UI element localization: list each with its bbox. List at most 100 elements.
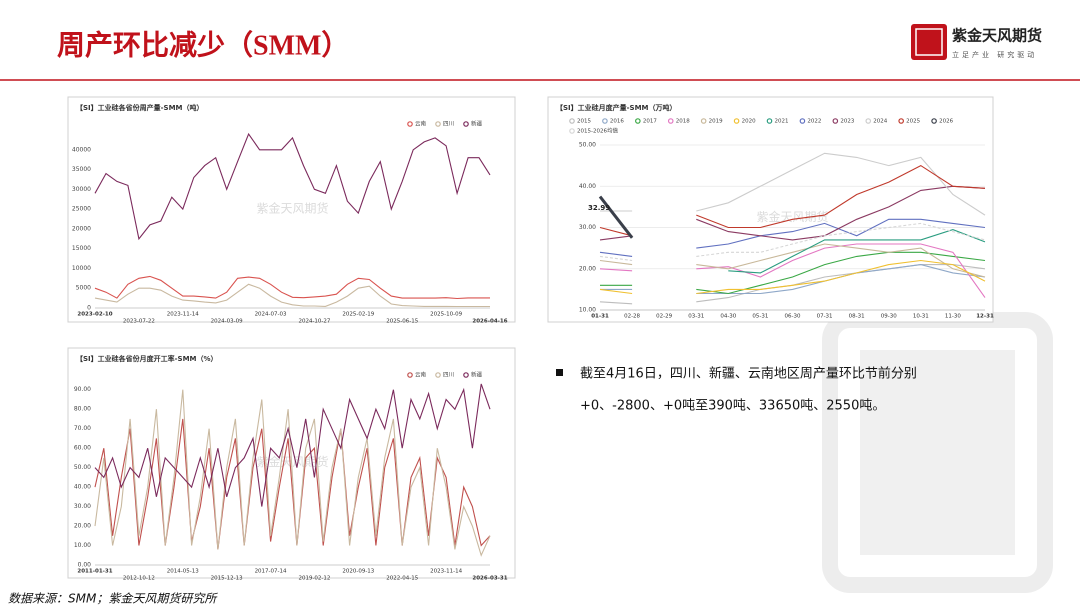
y-tick-label: 20000 — [72, 225, 91, 232]
x-tick-label: 2023-02-10 — [77, 312, 112, 318]
y-tick-label: 40000 — [72, 146, 91, 153]
series-line — [599, 222, 986, 262]
logo-subtitle: 立足产业 研究驱动 — [952, 50, 1037, 59]
legend-swatch — [898, 118, 904, 124]
series-line — [599, 185, 986, 241]
x-tick-label: 2024-10-27 — [298, 319, 330, 325]
legend-swatch — [700, 118, 707, 124]
legend-swatch — [667, 118, 674, 124]
legend-label: 2024 — [873, 119, 887, 125]
legend-label: 新疆 — [471, 371, 483, 379]
y-tick-label: 40.00 — [579, 183, 596, 190]
seal-body — [860, 350, 1015, 555]
y-tick-label: 70.00 — [74, 425, 91, 432]
x-tick-label: 2025-06-15 — [386, 319, 418, 325]
chart-title: 【SI】工业硅月度产量-SMM（万吨） — [556, 103, 677, 112]
seal-decoration — [822, 312, 1053, 593]
x-tick-label: 2020-09-13 — [342, 569, 374, 575]
x-tick-label: 2023-07-22 — [123, 319, 155, 325]
bullet-text: 截至4月16日，四川、新疆、云南地区周产量环比节前分别 — [580, 366, 917, 382]
x-tick-label: 2014-05-13 — [167, 569, 199, 575]
series-line — [599, 218, 986, 257]
legend-label: 2026 — [939, 119, 953, 125]
legend-swatch — [463, 372, 469, 378]
series-line — [94, 383, 491, 507]
legend-label: 2023 — [840, 119, 854, 125]
logo-mark — [911, 24, 947, 60]
logo-inner — [915, 28, 943, 56]
series-line — [94, 283, 490, 308]
x-tick-label: 2026-03-31 — [472, 576, 507, 582]
legend-swatch — [407, 121, 413, 127]
x-tick-label: 01-31 — [591, 314, 609, 320]
legend-label: 2015-2026均值 — [577, 127, 618, 135]
x-tick-label: 06-30 — [785, 314, 801, 320]
legend-swatch — [799, 118, 806, 124]
legend-swatch — [832, 118, 839, 124]
legend-label: 2019 — [709, 119, 723, 125]
watermark: 紫金天风期货 — [256, 201, 328, 216]
legend-label: 2021 — [775, 119, 789, 125]
slide-title: 周产环比减少（SMM） — [57, 28, 349, 61]
x-tick-label: 12-31 — [976, 314, 994, 320]
legend-swatch — [463, 121, 469, 127]
legend-label: 四川 — [443, 372, 454, 379]
x-tick-label: 10-31 — [913, 314, 929, 320]
y-tick-label: 15000 — [72, 245, 91, 252]
series-line — [599, 164, 986, 237]
legend-swatch — [865, 118, 872, 124]
chart-frame — [67, 96, 516, 323]
x-tick-label: 07-31 — [817, 314, 833, 320]
legend-label: 2015 — [577, 119, 591, 125]
bullet — [556, 369, 563, 376]
legend-label: 云南 — [415, 120, 427, 128]
x-tick-label: 04-30 — [720, 314, 736, 320]
footer-source: 数据来源：SMM；紫金天风期货研究所 — [8, 592, 218, 606]
legend-swatch — [569, 128, 575, 134]
legend-label: 2022 — [807, 119, 821, 125]
y-tick-label: 10.00 — [74, 542, 91, 549]
legend-swatch — [569, 118, 575, 124]
legend-swatch — [931, 118, 937, 124]
legend-label: 2018 — [676, 119, 690, 125]
legend-label: 2016 — [610, 119, 624, 125]
x-tick-label: 2015-12-13 — [211, 576, 243, 582]
legend-swatch — [635, 118, 641, 124]
x-tick-label: 2025-02-19 — [342, 312, 374, 318]
legend-swatch — [435, 372, 441, 378]
legend-label: 新疆 — [471, 120, 483, 128]
x-tick-label: 02-28 — [624, 314, 640, 320]
logo-text: 紫金天风期货 — [952, 27, 1042, 45]
chart-title: 【SI】工业硅各省份周产量-SMM（吨） — [76, 103, 204, 112]
x-tick-label: 2024-03-09 — [211, 319, 243, 325]
y-tick-label: 60.00 — [74, 445, 91, 452]
legend-label: 2025 — [906, 119, 920, 125]
chart-title: 【SI】工业硅各省份月度开工率-SMM（%） — [76, 354, 218, 363]
legend-label: 云南 — [415, 371, 427, 379]
y-tick-label: 80.00 — [74, 406, 91, 413]
x-tick-label: 11-30 — [945, 314, 961, 320]
y-tick-label: 30000 — [72, 186, 91, 193]
y-tick-label: 5000 — [76, 285, 91, 292]
y-tick-label: 50.00 — [74, 464, 91, 471]
y-tick-label: 40.00 — [74, 484, 91, 491]
series-line — [94, 132, 491, 241]
x-tick-label: 03-31 — [688, 314, 704, 320]
y-tick-label: 35000 — [72, 166, 91, 173]
x-tick-label: 2017-07-14 — [255, 569, 287, 575]
y-tick-label: 0.00 — [78, 562, 92, 569]
y-tick-label: 10.00 — [579, 307, 596, 314]
y-tick-label: 25000 — [72, 206, 91, 213]
x-tick-label: 2011-01-31 — [77, 569, 112, 575]
series-line — [599, 259, 986, 295]
y-tick-label: 0 — [87, 305, 91, 312]
x-tick-label: 2026-04-16 — [472, 319, 507, 325]
bullet-text: +0、-2800、+0吨至390吨、33650吨、2550吨。 — [580, 399, 885, 414]
watermark: 紫金天风期货 — [756, 209, 828, 224]
value-label: 32.99 — [588, 204, 610, 212]
legend-label: 2020 — [742, 119, 756, 125]
x-tick-label: 2022-04-15 — [386, 576, 418, 582]
x-tick-label: 2024-07-03 — [255, 312, 287, 318]
series-line — [94, 275, 490, 300]
